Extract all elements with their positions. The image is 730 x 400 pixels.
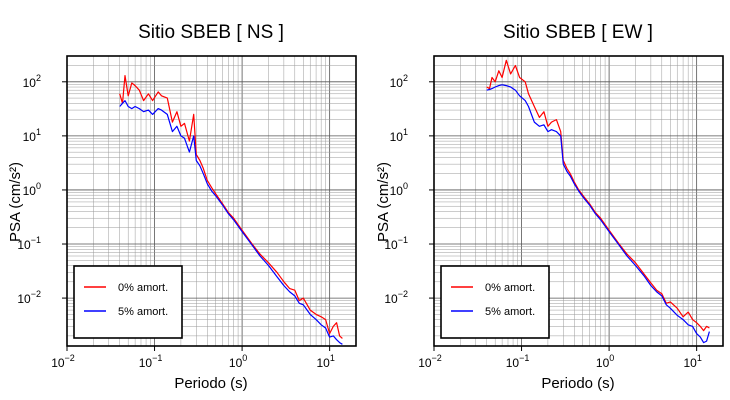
x-tick-label: 10−2	[51, 353, 75, 370]
y-axis-label: PSA (cm/s²)	[375, 162, 392, 242]
legend-label: 0% amort.	[485, 282, 535, 294]
grid	[433, 55, 724, 346]
x-tick-label: 10−1	[139, 353, 163, 370]
legend: 0% amort. 5% amort.	[440, 265, 550, 339]
y-tick-label: 10−2	[17, 289, 41, 306]
x-axis-label: Periodo (s)	[174, 375, 247, 392]
legend-label: 5% amort.	[485, 306, 535, 318]
chart-panel-ew: Sitio SBEB [ EW ] Periodo (s) PSA (cm/s²…	[375, 22, 724, 392]
y-tick-label: 10−1	[17, 235, 41, 252]
x-tick-label: 100	[596, 353, 614, 370]
x-tick-label: 101	[316, 353, 334, 370]
x-axis-label: Periodo (s)	[541, 375, 614, 392]
y-tick-label: 100	[390, 181, 408, 198]
y-tick-label: 10−2	[384, 289, 408, 306]
chart-panel-ns: Sitio SBEB [ NS ] Periodo (s) PSA (cm/s²…	[7, 22, 357, 392]
y-axis-label: PSA (cm/s²)	[7, 162, 24, 242]
series-line-amort-5	[486, 84, 710, 344]
chart-title: Sitio SBEB [ NS ]	[138, 22, 284, 43]
legend-label: 0% amort.	[118, 282, 168, 294]
legend: 0% amort. 5% amort.	[73, 265, 183, 339]
x-tick-label: 10−1	[506, 353, 530, 370]
x-tick-label: 100	[229, 353, 247, 370]
series-line-amort-0	[119, 74, 343, 339]
y-tick-label: 101	[390, 127, 408, 144]
y-tick-label: 102	[390, 73, 408, 90]
y-tick-label: 100	[23, 181, 41, 198]
chart-title: Sitio SBEB [ EW ]	[503, 22, 653, 43]
legend-box	[73, 265, 183, 339]
legend-box	[440, 265, 550, 339]
legend-label: 5% amort.	[118, 306, 168, 318]
x-tick-label: 101	[683, 353, 701, 370]
series-line-amort-0	[486, 59, 710, 332]
y-tick-label: 102	[23, 73, 41, 90]
series-line-amort-5	[119, 99, 343, 345]
x-tick-label: 10−2	[418, 353, 442, 370]
y-tick-label: 101	[23, 127, 41, 144]
plot-frame	[66, 55, 357, 347]
plot-frame	[433, 55, 724, 347]
y-tick-label: 10−1	[384, 235, 408, 252]
